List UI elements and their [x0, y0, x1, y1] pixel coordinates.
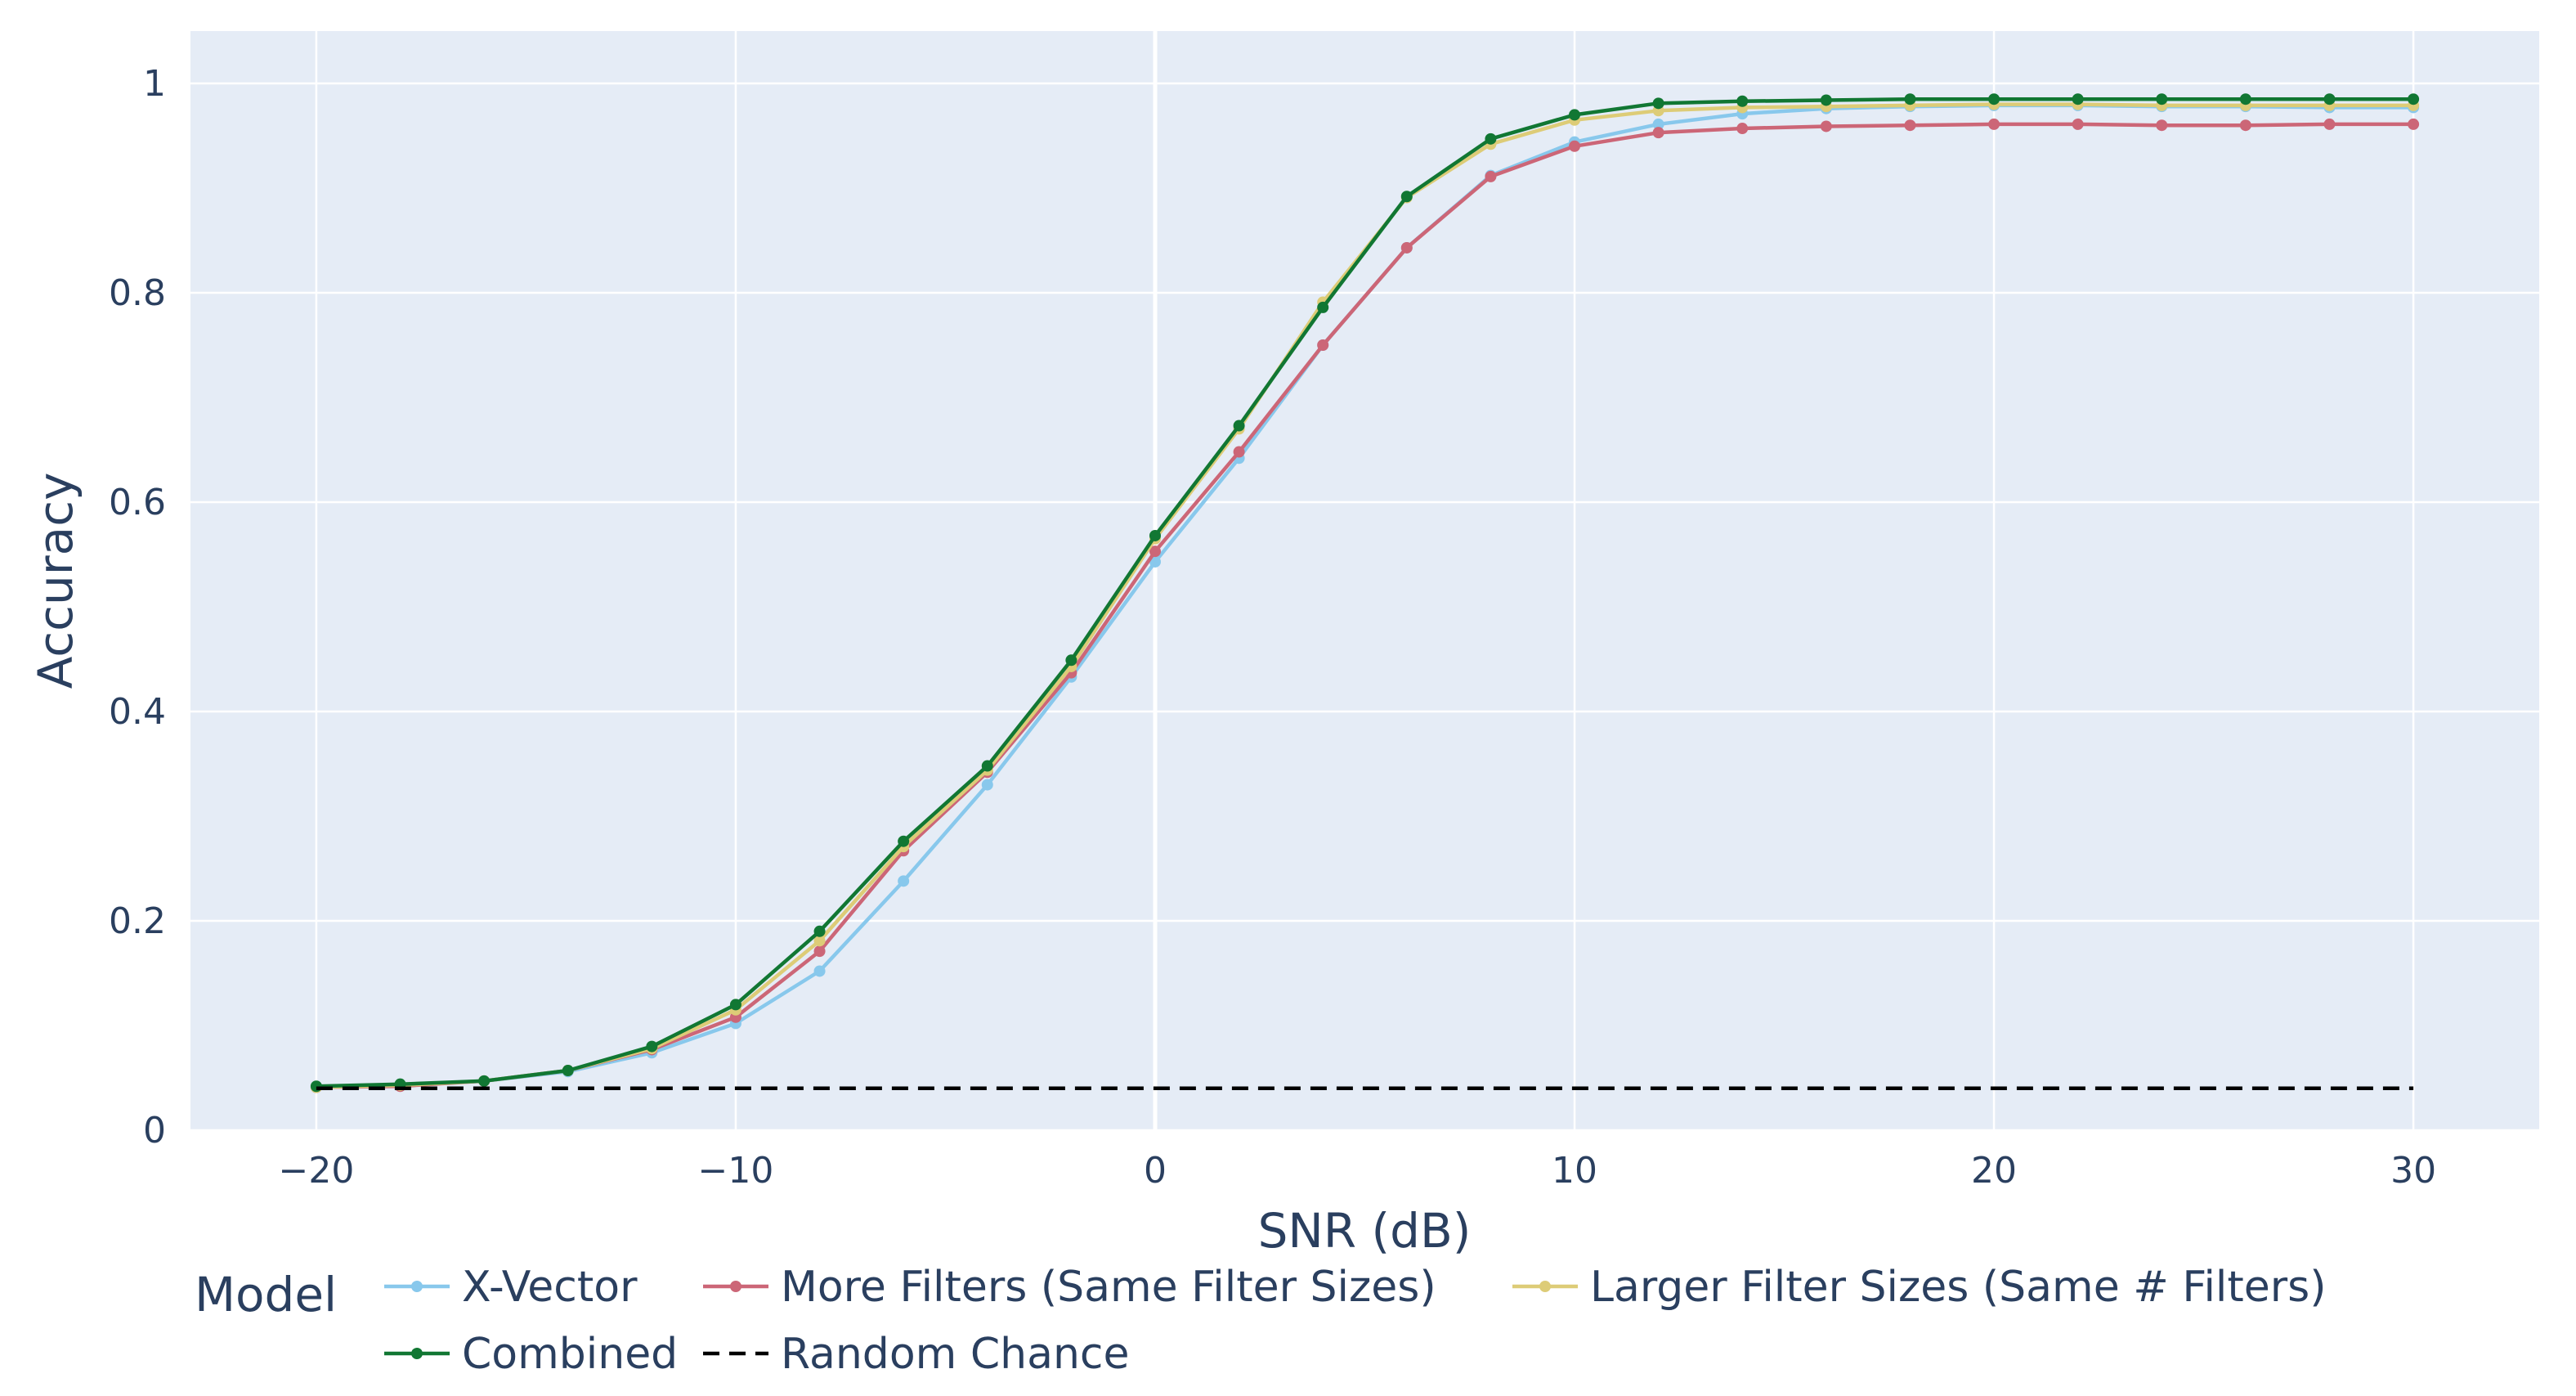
legend-item: Combined — [384, 1330, 678, 1379]
legend-label: Combined — [462, 1330, 678, 1379]
data-point — [646, 1040, 658, 1053]
data-point — [2239, 93, 2251, 105]
data-point — [1820, 120, 1832, 132]
y-tick-label: 0 — [143, 1110, 166, 1151]
series-line-combined — [316, 97, 2414, 1089]
data-point — [2323, 93, 2336, 105]
x-tick-label: −10 — [698, 1150, 774, 1192]
legend-swatch-marker — [1539, 1281, 1551, 1292]
legend-label: Random Chance — [781, 1330, 1130, 1379]
data-point — [2408, 118, 2420, 130]
data-point — [1988, 93, 2000, 105]
data-point — [2156, 119, 2168, 132]
data-point — [2408, 93, 2420, 105]
data-point — [2323, 118, 2336, 130]
data-point — [1652, 97, 1664, 110]
legend-label: Larger Filter Sizes (Same # Filters) — [1590, 1263, 2326, 1312]
data-point — [1569, 109, 1581, 121]
data-point — [1233, 446, 1245, 458]
data-point — [813, 945, 826, 958]
series-layer — [310, 93, 2420, 1093]
x-axis-title: SNR (dB) — [1258, 1203, 1472, 1259]
data-point — [562, 1065, 574, 1077]
data-point — [1400, 241, 1413, 254]
data-point — [1820, 94, 1832, 106]
y-tick-label: 1 — [143, 63, 166, 105]
x-tick-label: 0 — [1144, 1150, 1167, 1192]
x-tick-labels: −20 −10 0 10 20 30 — [278, 1150, 2436, 1192]
y-tick-label: 0.6 — [109, 482, 166, 523]
data-point — [1736, 123, 1749, 135]
legend-label: More Filters (Same Filter Sizes) — [781, 1263, 1436, 1312]
y-axis-title: Accuracy — [28, 473, 83, 689]
data-point — [981, 760, 993, 772]
data-point — [813, 935, 826, 947]
legend-item: X-Vector — [384, 1263, 638, 1312]
legend-label: X-Vector — [462, 1263, 638, 1312]
data-point — [1317, 301, 1329, 313]
data-point — [478, 1075, 491, 1087]
data-point — [1065, 654, 1077, 667]
legend-title: Model — [195, 1267, 337, 1322]
legend-swatch-marker — [411, 1348, 423, 1359]
legend-item: Larger Filter Sizes (Same # Filters) — [1512, 1263, 2326, 1312]
x-tick-label: 20 — [1971, 1150, 2017, 1192]
data-point — [1904, 93, 1916, 105]
y-tick-label: 0.2 — [109, 900, 166, 942]
data-point — [813, 965, 826, 977]
data-point — [1149, 545, 1161, 558]
data-point — [2072, 93, 2084, 105]
data-point — [813, 925, 826, 937]
y-tick-labels: 0 0.2 0.4 0.6 0.8 1 — [109, 63, 166, 1151]
data-point — [310, 1080, 322, 1093]
data-point — [1736, 95, 1749, 107]
series-combined — [310, 93, 2420, 1093]
legend: Model X-Vector More Filters (Same Filter … — [195, 1263, 2326, 1379]
data-point — [1485, 170, 1497, 182]
data-point — [898, 835, 910, 847]
x-tick-label: 10 — [1552, 1150, 1597, 1192]
data-point — [1485, 132, 1497, 145]
grid-lines — [190, 31, 2539, 1132]
legend-item: More Filters (Same Filter Sizes) — [703, 1263, 1436, 1312]
legend-swatch-marker — [730, 1281, 741, 1292]
data-point — [1149, 555, 1161, 568]
data-point — [1652, 127, 1664, 139]
data-point — [2072, 118, 2084, 130]
x-tick-label: −20 — [278, 1150, 354, 1192]
data-point — [1317, 339, 1329, 351]
plot-background — [190, 31, 2539, 1130]
data-point — [1149, 529, 1161, 541]
series-line-more-filters-same-filter-sizes — [316, 122, 2414, 1089]
data-point — [2156, 93, 2168, 105]
data-point — [1904, 119, 1916, 132]
data-point — [1652, 118, 1664, 130]
x-tick-label: 30 — [2390, 1150, 2436, 1192]
data-point — [981, 779, 993, 791]
data-point — [1988, 118, 2000, 130]
data-point — [729, 999, 741, 1011]
data-point — [2239, 119, 2251, 132]
data-point — [1569, 140, 1581, 152]
legend-item: Random Chance — [703, 1330, 1130, 1379]
y-tick-label: 0.8 — [109, 272, 166, 314]
data-point — [898, 875, 910, 887]
y-tick-label: 0.4 — [109, 691, 166, 733]
legend-swatch-marker — [411, 1281, 423, 1292]
data-point — [1400, 191, 1413, 203]
data-point — [1233, 420, 1245, 432]
